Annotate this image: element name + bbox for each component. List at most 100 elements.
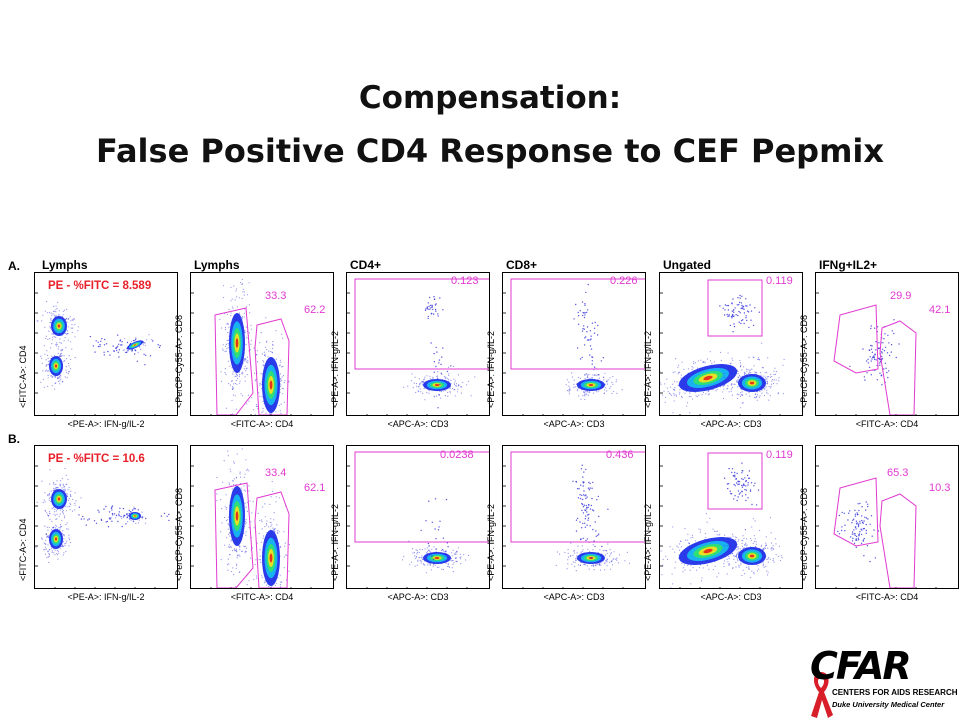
cfar-institution: Duke University Medical Center [832,700,945,709]
spillover-events [89,334,161,366]
gate-percentage: 62.2 [304,304,326,316]
gate-percentage: 0.119 [766,275,793,287]
y-axis-label: <FITC-A>: CD4 [18,518,28,581]
panel-gate-title: Lymphs [42,258,88,272]
axis-ticks [503,292,624,415]
compensation-value: PE - %FITC = 8.589 [48,280,152,292]
scatter-plot-panel [502,445,646,589]
cfar-subtitle: CENTERS FOR AIDS RESEARCH [832,688,958,697]
y-axis-label: <PE-A>: IFN-g/IL-2 [486,330,496,408]
y-axis-label: <PerCP-Cy55-A>: CD8 [799,314,809,408]
cd8-gate [214,482,254,588]
scatter-plot [816,292,937,415]
y-axis-label: <PerCP-Cy55-A>: CD8 [174,487,184,581]
panel-gate-title: Lymphs [194,258,240,272]
x-axis-label: <FITC-A>: CD4 [230,419,294,429]
activated-events [837,501,880,563]
background-events [420,498,449,560]
cd8-gate [833,304,879,374]
y-axis-label: <FITC-A>: CD4 [18,345,28,408]
scatter-plot-panel [815,445,959,589]
scatter-plot [191,448,312,588]
scatter-plot [660,452,783,588]
x-axis-label: <APC-A>: CD3 [543,592,605,602]
x-axis-label: <FITC-A>: CD4 [855,419,919,429]
cytokine-gate [510,451,645,543]
y-axis-label: <PE-A>: IFN-g/IL-2 [643,503,653,581]
background-events [582,324,605,381]
cytokine-gate [354,451,489,543]
scatter-plot-panel [659,272,803,416]
cfar-logo: CFAR CENTERS FOR AIDS RESEARCH Duke Univ… [808,644,958,720]
x-axis-label: <PE-A>: IFN-g/IL-2 [67,419,145,429]
scatter-plot-panel [346,272,490,416]
spillover-streak [122,334,153,354]
scatter-plot-panel [502,272,646,416]
cytokine-positive-events [719,294,760,333]
x-axis-label: <APC-A>: CD3 [700,592,762,602]
cd8-gate [214,307,254,415]
cd4-negative-population [35,511,72,564]
cytokine-positive-events [572,464,598,541]
cd4-population [250,480,290,588]
cd4-positive-population [36,300,79,350]
gate-percentage: 0.0238 [440,449,474,461]
cytokine-gate [354,278,489,370]
cd4-positive-population [36,467,82,520]
y-axis-label: <PerCP-Cy55-A>: CD8 [174,314,184,408]
spillover-cluster [115,506,147,524]
cd3-negative-population [660,513,781,588]
axis-ticks [816,465,937,588]
scatter-plot [35,292,161,415]
cd8-gate [833,477,879,547]
gate-percentage: 0.123 [451,275,479,287]
y-axis-label: <PerCP-Cy55-A>: CD8 [799,487,809,581]
gate-percentage: 0.119 [766,449,793,461]
panel-gate-title: CD8+ [506,258,538,272]
axis-ticks [347,465,468,588]
cd4-negative-population [40,334,76,390]
gate-percentage: 29.9 [890,290,912,302]
cytokine-gate [707,452,763,510]
panel-gate-title: CD4+ [350,258,382,272]
gate-percentage: 33.4 [265,467,287,479]
cd3-positive-population [555,542,631,572]
activated-events [849,319,900,386]
cd3-positive-population [401,540,470,574]
scatter-plot-panel [346,445,490,589]
cytokine-gate [510,278,645,370]
gate-percentage: 65.3 [887,467,909,479]
scatter-plot [503,278,645,415]
scatter-plot-panel [34,272,178,416]
panel-gate-title: IFNg+IL2+ [819,258,878,272]
y-axis-label: <PE-A>: IFN-g/IL-2 [486,503,496,581]
scatter-plot-panel [815,272,959,416]
x-axis-label: <APC-A>: CD3 [387,592,449,602]
compensation-value: PE - %FITC = 10.6 [48,453,145,465]
gate-percentage: 0.226 [610,275,638,287]
scatter-plot [347,451,489,588]
x-axis-label: <APC-A>: CD3 [387,419,449,429]
axis-ticks [347,292,468,415]
axis-ticks [660,465,781,588]
cd3-positive-population [724,535,783,579]
scatter-plot [816,465,937,588]
scatter-plot [35,465,170,588]
aids-ribbon-icon [811,672,833,718]
x-axis-label: <APC-A>: CD3 [700,419,762,429]
slide-title-line2: False Positive CD4 Response to CEF Pepmi… [95,132,885,170]
axis-ticks [35,465,156,588]
cd8-population [216,448,260,588]
scatter-plot-panel [190,272,334,416]
row-label: B. [8,432,20,446]
scatter-plot [503,451,645,588]
x-axis-label: <FITC-A>: CD4 [855,592,919,602]
panel-gate-title: Ungated [663,258,711,272]
cytokine-positive-events [723,462,760,506]
gate-percentage: 33.3 [265,290,287,302]
scatter-plot-panel [659,445,803,589]
cd4-gate [879,493,917,588]
cd3-negative-population [660,342,785,414]
cd4-gate [879,320,917,415]
x-axis-label: <APC-A>: CD3 [543,419,605,429]
